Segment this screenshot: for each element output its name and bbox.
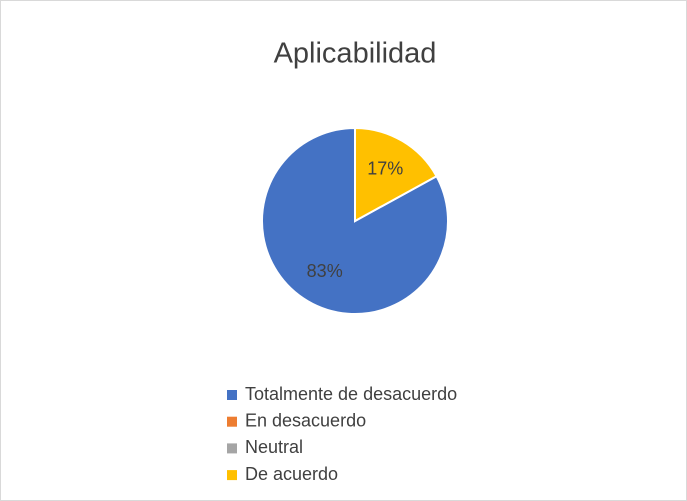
data-label: 83% [307,261,343,281]
legend-swatch [227,470,237,481]
legend-label: De acuerdo [245,464,338,484]
legend-label: Neutral [245,437,303,457]
data-label: 17% [367,159,403,179]
legend-swatch [227,390,237,400]
legend-swatch [227,416,237,427]
pie-slice [354,126,438,223]
legend-swatch [227,443,237,454]
legend-label: En desacuerdo [245,410,366,430]
legend-label: Totalmente de desacuerdo [245,384,457,404]
chart-title: Aplicabilidad [274,38,437,70]
